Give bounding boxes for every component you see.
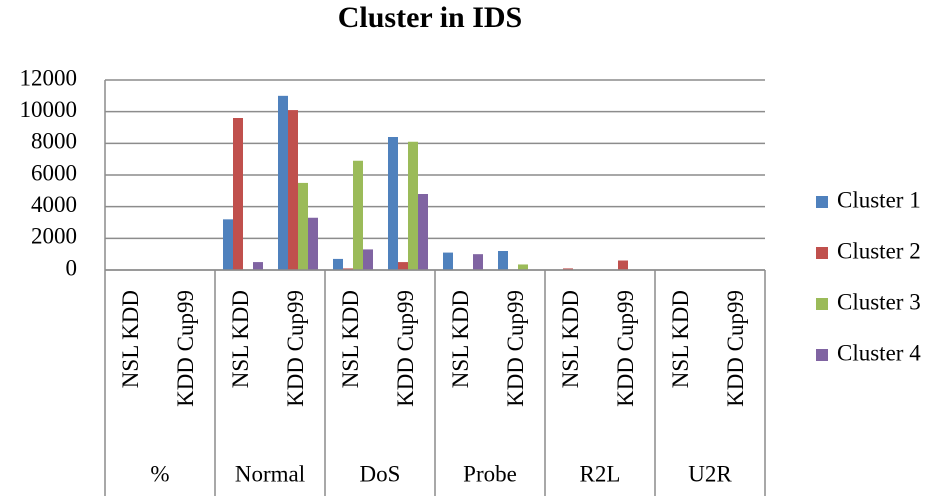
bar xyxy=(288,110,298,270)
x-tick-label: NSL KDD xyxy=(668,290,693,388)
legend-swatch xyxy=(816,247,828,259)
y-tick-label: 6000 xyxy=(31,160,77,185)
bar xyxy=(388,137,398,270)
bar xyxy=(233,118,243,270)
y-tick-label: 8000 xyxy=(31,129,77,154)
bar xyxy=(473,254,483,270)
y-tick-label: 12000 xyxy=(20,65,78,90)
bar xyxy=(308,217,318,270)
legend-swatch xyxy=(816,349,828,361)
bar xyxy=(443,252,453,270)
legend-label: Cluster 2 xyxy=(837,238,921,263)
x-tick-label: NSL KDD xyxy=(118,290,143,388)
y-tick-label: 0 xyxy=(66,255,78,280)
bar xyxy=(563,268,573,270)
group-label: U2R xyxy=(688,461,732,486)
x-tick-label: KDD Cup99 xyxy=(283,290,308,407)
group-label: DoS xyxy=(360,461,401,486)
x-tick-label: NSL KDD xyxy=(228,290,253,388)
bar xyxy=(298,182,308,270)
bar xyxy=(398,262,408,270)
x-tick-label: NSL KDD xyxy=(338,290,363,388)
x-tick-label: KDD Cup99 xyxy=(503,290,528,407)
bar xyxy=(353,160,363,270)
legend-label: Cluster 4 xyxy=(837,340,921,365)
bar xyxy=(618,260,628,270)
group-label: Normal xyxy=(235,461,305,486)
x-tick-label: KDD Cup99 xyxy=(613,290,638,407)
x-tick-label: NSL KDD xyxy=(558,290,583,388)
group-label: R2L xyxy=(580,461,621,486)
bar xyxy=(333,258,343,270)
bar xyxy=(253,262,263,270)
bar xyxy=(408,141,418,270)
x-tick-label: KDD Cup99 xyxy=(173,290,198,407)
legend-label: Cluster 1 xyxy=(837,187,921,212)
y-tick-label: 2000 xyxy=(31,224,77,249)
bar xyxy=(278,95,288,270)
y-tick-label: 10000 xyxy=(20,97,78,122)
legend-swatch xyxy=(816,298,828,310)
x-tick-label: KDD Cup99 xyxy=(393,290,418,407)
bar xyxy=(343,268,353,270)
bar xyxy=(223,219,233,270)
y-tick-label: 4000 xyxy=(31,192,77,217)
x-tick-label: KDD Cup99 xyxy=(723,290,748,407)
legend-label: Cluster 3 xyxy=(837,289,921,314)
x-tick-label: NSL KDD xyxy=(448,290,473,388)
group-label: % xyxy=(150,461,169,486)
legend-swatch xyxy=(816,196,828,208)
bar xyxy=(363,249,373,270)
bar xyxy=(418,194,428,270)
bar xyxy=(518,264,528,270)
chart-title: Cluster in IDS xyxy=(338,1,522,34)
bar xyxy=(498,251,508,270)
group-label: Probe xyxy=(463,461,517,486)
